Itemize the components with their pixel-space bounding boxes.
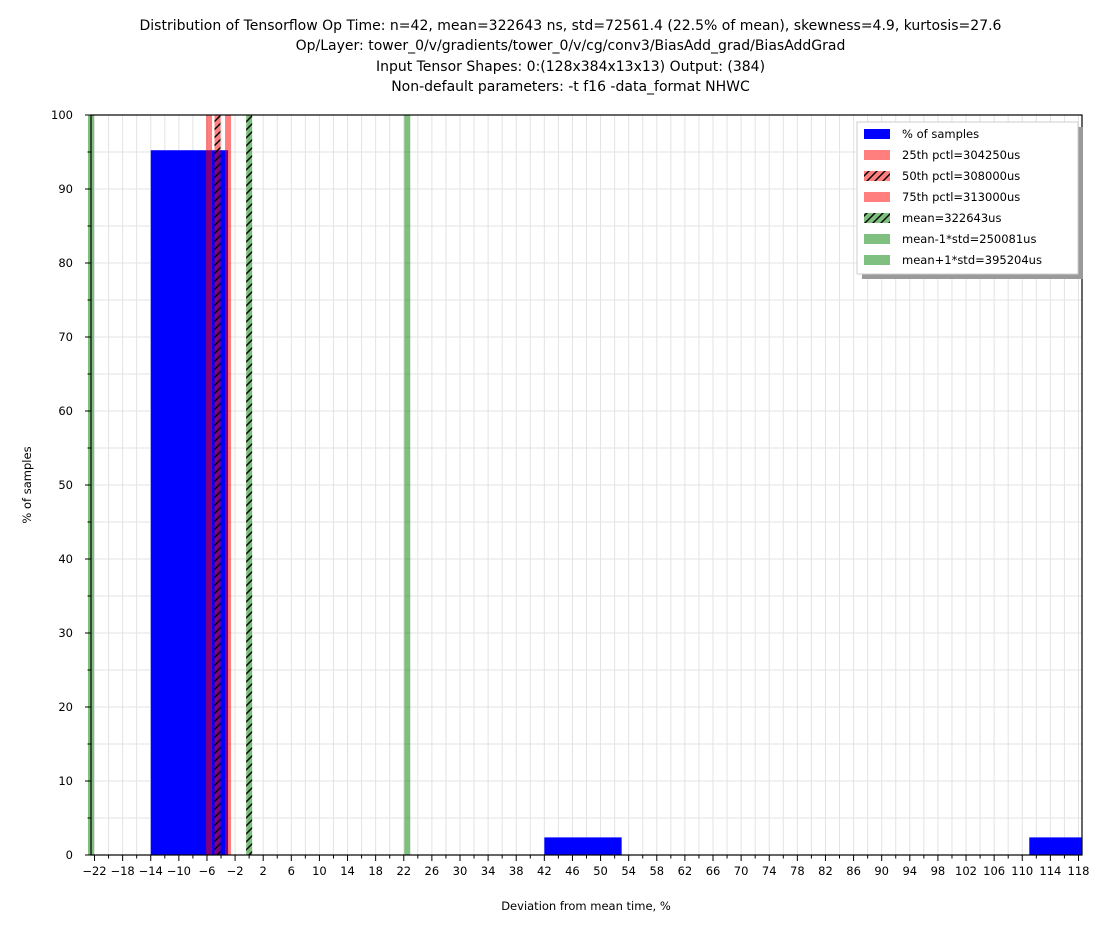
x-tick-label: 114 [1039,864,1061,878]
x-tick-label: 106 [983,864,1005,878]
y-tick-label: 50 [58,478,73,492]
x-tick-label: 38 [509,864,524,878]
x-tick-label: 42 [537,864,552,878]
x-tick-label: 22 [396,864,411,878]
legend-label: 75th pctl=313000us [902,190,1020,204]
x-axis-label: Deviation from mean time, % [501,899,671,913]
x-tick-label: 30 [453,864,468,878]
histogram-bar [1029,837,1082,855]
x-tick-label: 54 [621,864,636,878]
chart-title-line-3: Input Tensor Shapes: 0:(128x384x13x13) O… [375,58,766,75]
x-tick-label: 74 [762,864,777,878]
histogram-bar [544,837,622,855]
y-tick-label: 20 [58,700,73,714]
vline-2 [225,115,232,855]
legend-swatch-hatch [864,213,890,223]
x-tick-label: −10 [167,864,191,878]
legend-label: mean+1*std=395204us [902,253,1042,267]
x-tick-label: 2 [260,864,267,878]
x-tick-label: −18 [110,864,134,878]
legend-swatch [864,129,890,139]
vline-hatch-1 [214,115,221,855]
vline-0 [206,115,213,855]
x-tick-label: 26 [425,864,440,878]
y-tick-label: 0 [66,848,73,862]
legend-label: 25th pctl=304250us [902,148,1020,162]
x-tick-label: 66 [706,864,721,878]
x-tick-label: 46 [565,864,580,878]
legend-swatch-hatch [864,171,890,181]
y-tick-label: 80 [58,256,73,270]
legend-swatch [864,150,890,160]
x-tick-label: 10 [312,864,327,878]
y-tick-label: 10 [58,774,73,788]
x-tick-label: 102 [955,864,977,878]
chart-title-line-1: Distribution of Tensorflow Op Time: n=42… [139,18,1002,34]
y-tick-label: 70 [58,330,73,344]
x-tick-label: 94 [902,864,917,878]
y-tick-label: 90 [58,182,73,196]
legend: % of samples 25th pctl=304250us 50th pctl=… [856,121,1083,279]
x-tick-label: −6 [198,864,215,878]
legend-swatch [864,192,890,202]
vline-hatch-3 [246,115,253,855]
x-tick-label: −2 [227,864,244,878]
x-tick-label: 90 [874,864,889,878]
legend-box [856,121,1079,275]
x-tick-label: 50 [593,864,608,878]
y-axis-label: % of samples [20,446,34,523]
legend-swatch [864,255,890,265]
y-tick-label: 100 [51,108,73,122]
x-tick-label: 110 [1011,864,1033,878]
x-tick-label: 98 [931,864,946,878]
x-tick-label: 6 [288,864,295,878]
x-tick-label: 18 [368,864,383,878]
legend-label: mean=322643us [902,211,1001,225]
x-tick-label: 118 [1068,864,1090,878]
x-tick-label: 70 [734,864,749,878]
x-tick-label: 14 [340,864,355,878]
legend-swatch [864,234,890,244]
legend-label: 50th pctl=308000us [902,169,1020,183]
chart-title-line-2: Op/Layer: tower_0/v/gradients/tower_0/v/… [295,38,846,55]
y-tick-label: 40 [58,552,73,566]
legend-label: % of samples [902,127,979,141]
chart-title: Distribution of Tensorflow Op Time: n=42… [0,16,1113,98]
vline-5 [404,115,411,855]
y-tick-label: 60 [58,404,73,418]
x-tick-label: 86 [846,864,861,878]
x-tick-label: 78 [790,864,805,878]
legend-label: mean-1*std=250081us [902,232,1036,246]
chart-title-line-4: Non-default parameters: -t f16 -data_for… [391,79,750,96]
x-tick-label: 82 [818,864,833,878]
x-tick-label: −22 [82,864,106,878]
x-tick-label: 34 [481,864,496,878]
x-tick-label: −14 [139,864,163,878]
y-tick-label: 30 [58,626,73,640]
x-tick-label: 58 [649,864,664,878]
x-tick-label: 62 [678,864,693,878]
